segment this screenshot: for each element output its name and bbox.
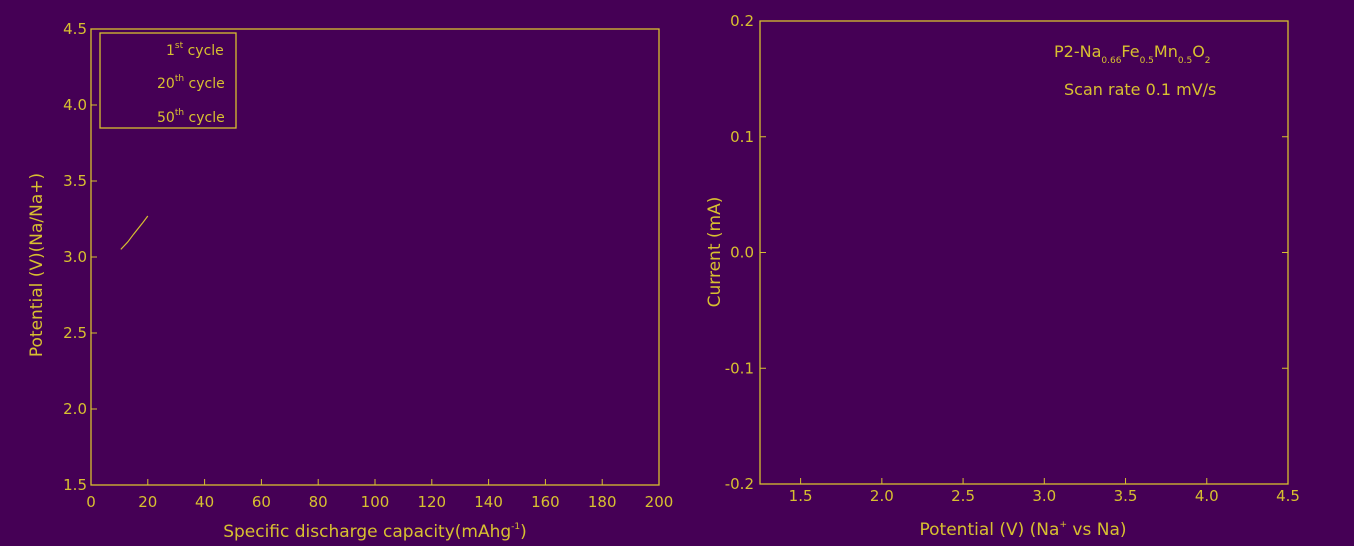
left-x-tick-label: 60: [252, 493, 271, 511]
right-plot-frame: [759, 20, 1289, 485]
left-x-tick-label: 180: [588, 493, 617, 511]
left-x-axis-label: Specific discharge capacity(mAhg-1): [223, 522, 527, 542]
right-x-tick-label: 2.0: [870, 487, 894, 505]
left-x-tick-label: 20: [138, 493, 157, 511]
legend-entry-2: 20th cycle: [157, 74, 225, 92]
legend-entry-3: 50th cycle: [157, 108, 225, 126]
left-y-tick-label: 1.5: [63, 476, 87, 494]
left-x-tick-label: 120: [417, 493, 446, 511]
right-y-tick-label: -0.1: [725, 359, 754, 377]
right-chart: 0.20.10.0-0.1-0.2 1.5 2.0 2.5 3.0 3.5 4.0 4.5 …: [705, 12, 1300, 540]
left-y-tick-label: 4.0: [63, 96, 87, 114]
left-chart: 1.5 2.0 2.5 3.0 3.5 4.0 4.5 0 20 40 60 80 100 120 140…: [27, 20, 673, 542]
left-x-tick-label: 0: [86, 493, 96, 511]
left-y-tick-label: 3.5: [63, 172, 87, 190]
right-x-tick-label: 3.0: [1032, 487, 1056, 505]
right-y-tick-label: 0.1: [730, 128, 754, 146]
left-y-axis-label: Potential (V)(Na/Na+): [27, 173, 47, 357]
left-x-tick-label: 100: [361, 493, 390, 511]
left-legend: 1st cycle 20th cycle 50th cycle: [99, 32, 237, 129]
left-plot-frame: [90, 28, 660, 486]
left-y-tick-label: 3.0: [63, 248, 87, 266]
left-x-tick-label: 40: [195, 493, 214, 511]
right-y-axis: 0.2 0.1 0.0 -0.1 -0.2: [725, 12, 1288, 493]
left-series-group: [120, 215, 149, 250]
right-x-tick-label: 2.5: [951, 487, 975, 505]
right-y-tick-label: -0.2: [725, 475, 754, 493]
right-x-tick-label: 4.5: [1276, 487, 1300, 505]
left-x-tick-label: 80: [309, 493, 328, 511]
right-x-tick-label: 3.5: [1114, 487, 1138, 505]
left-y-tick-label: 2.5: [63, 324, 87, 342]
left-y-axis: 1.5 2.0 2.5 3.0 3.5 4.0 4.5: [63, 20, 97, 494]
left-x-tick-label: 140: [474, 493, 503, 511]
left-x-axis: 0 20 40 60 80 100 120 140 160 180 200: [86, 479, 673, 511]
right-x-tick-label: 1.5: [789, 487, 813, 505]
scan-rate-label: Scan rate 0.1 mV/s: [1064, 80, 1216, 99]
right-x-axis: 1.5 2.0 2.5 3.0 3.5 4.0 4.5: [789, 478, 1300, 505]
left-y-tick-label: 4.5: [63, 20, 87, 38]
right-x-axis-label: Potential (V) (Na+ vs Na): [920, 520, 1127, 540]
right-y-tick-label: 0.2: [730, 12, 754, 30]
right-annotation: P2-Na0.66Fe0.5Mn0.5O2 Scan rate 0.1 mV/s: [1054, 42, 1216, 99]
left-x-tick-label: 200: [645, 493, 674, 511]
material-formula: P2-Na0.66Fe0.5Mn0.5O2: [1054, 42, 1211, 66]
left-x-tick-label: 160: [531, 493, 560, 511]
right-x-tick-label: 4.0: [1195, 487, 1219, 505]
right-y-tick-label: 0.0: [730, 244, 754, 262]
left-series-line: [120, 215, 149, 250]
legend-box: [99, 32, 237, 129]
legend-entry-1: 1st cycle: [166, 41, 224, 59]
right-y-axis-label: Current (mA): [705, 197, 725, 308]
left-y-tick-label: 2.0: [63, 400, 87, 418]
